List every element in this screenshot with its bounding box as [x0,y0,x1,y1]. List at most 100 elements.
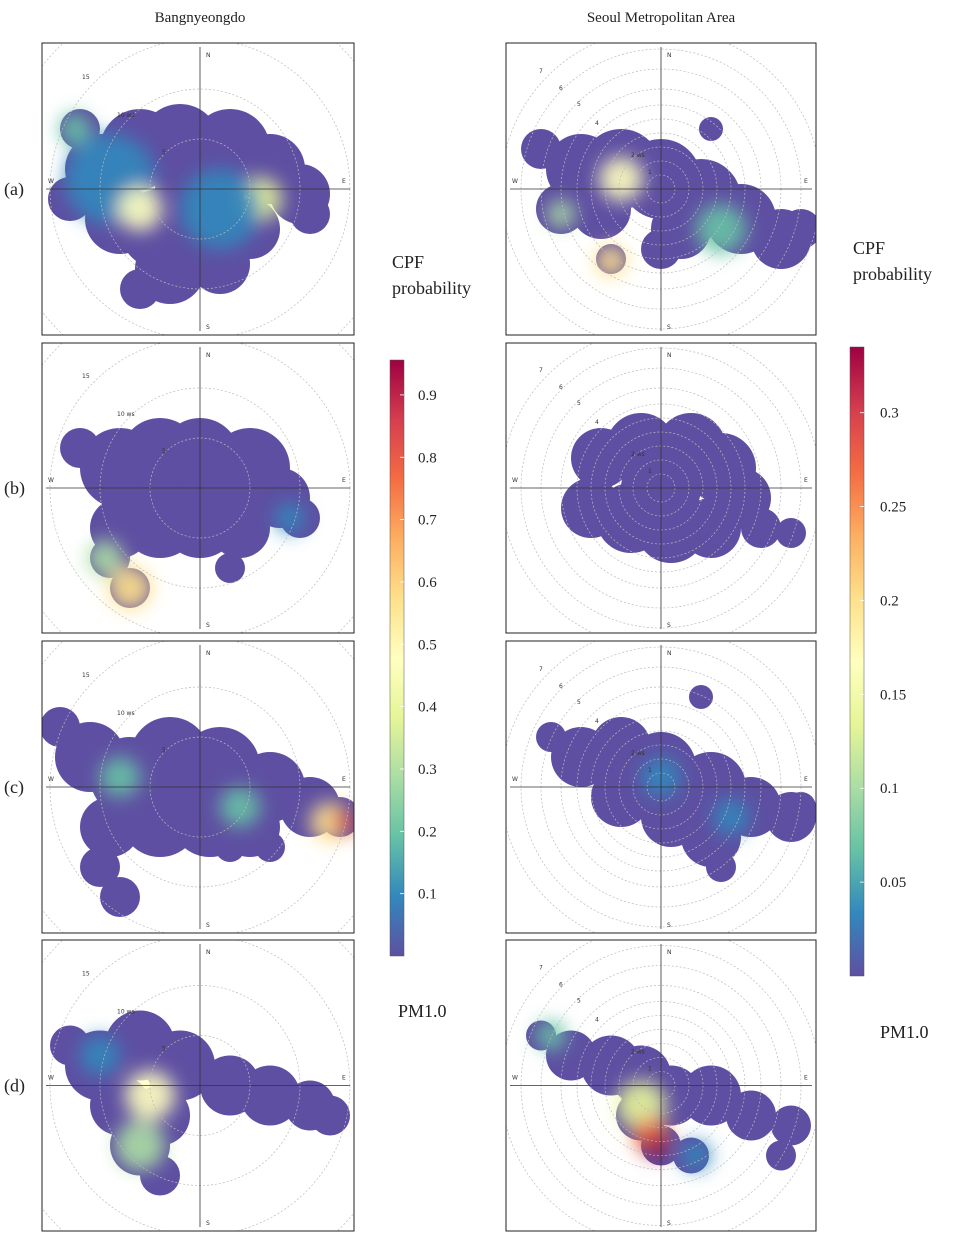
cpf-region [215,832,245,862]
ring-label: 10 ws [117,411,135,418]
colorbar-tick-label: 0.05 [880,875,906,891]
cpf-region [681,1065,741,1126]
ring-label: 15 [82,971,90,978]
cpf-hotspot [115,1120,165,1171]
ring-label: 4 [595,120,599,127]
compass-label: E [804,1075,808,1082]
panel-frame [505,939,817,1232]
colorbar-tick-label: 0.25 [880,500,906,516]
cpf-region [699,117,723,141]
cpf-hotspot [536,1020,566,1051]
ring-label: 6 [559,683,563,690]
ring-label: 15 [82,672,90,679]
cpf-hotspot [595,245,627,277]
ring-label: 4 [595,1017,599,1024]
ring-label: 10 ws [117,112,135,119]
colorbar-tick-label: 0.2 [880,593,899,609]
cpf-hotspot [80,1035,120,1076]
ring-label: 2 ws [631,750,645,757]
ring-label: 7 [539,68,543,75]
compass-label: N [206,52,211,59]
row-label: (d) [4,1076,25,1097]
cpf-region [591,767,651,827]
column-title: Seoul Metropolitan Area [587,10,736,26]
colorbar-tick-label: 0.4 [418,700,437,716]
ring-label: 5 [577,400,581,407]
ring-label: 5 [162,149,166,156]
compass-label: W [512,1075,518,1082]
polar-panel [42,43,354,335]
ring-label: 1 [648,1066,652,1073]
ring-label: 2 ws [631,152,645,159]
ring-label: 6 [559,85,563,92]
cpf-region [766,1140,796,1171]
panel-frame [41,42,355,336]
ring-label: 5 [162,448,166,455]
colorbar [389,359,405,957]
colorbar-title: CPF [392,252,424,272]
colorbar-tick-label: 0.2 [418,824,437,840]
cpf-hotspot [125,1070,175,1121]
cpf-region [215,553,245,583]
polar-panel [42,940,354,1231]
row-label: (b) [4,478,25,499]
cpf-hotspot [599,157,643,201]
colorbar-title: probability [853,264,932,284]
polar-panel [506,641,816,933]
compass-label: W [512,178,518,185]
compass-label: W [48,1075,54,1082]
cpf-region [210,498,270,558]
cpf-region [786,792,816,822]
colorbar-tick-label: 0.3 [418,762,437,778]
cpf-hotspot [333,810,354,834]
ring-label: 7 [539,666,543,673]
colorbar [849,346,865,977]
cpf-hotspot [220,787,260,827]
panel-frame [41,342,355,634]
cpf-hotspot [644,1133,668,1158]
colorbar-tick-label: 0.5 [418,637,437,653]
cpf-hotspots [87,503,305,610]
cpf-hotspot [681,1140,711,1171]
ring-label: 5 [577,998,581,1005]
compass-label: S [667,324,671,331]
compass-label: S [206,622,210,629]
ring-label: 10 ws [117,710,135,717]
colorbar-tick-label: 0.8 [418,450,437,466]
cpf-region [240,1065,300,1126]
ring-label: 7 [539,367,543,374]
compass-label: N [667,949,672,956]
cpf-hotspots [80,1035,175,1171]
compass-label: N [206,650,211,657]
colorbar-variable: PM1.0 [398,1001,447,1021]
compass-label: W [48,776,54,783]
compass-label: E [804,776,808,783]
cpf-region [190,234,250,294]
colorbar-tick-label: 0.7 [418,513,437,529]
polar-panel [42,641,354,933]
cpf-region [726,1090,776,1141]
cpf-hotspot [275,503,305,533]
compass-label: N [667,352,672,359]
compass-label: S [206,1220,210,1227]
cpf-hotspot [713,799,749,835]
cpf-hotspot [118,187,162,231]
compass-label: S [206,922,210,929]
row-label: (a) [4,179,24,200]
ring-label: 6 [559,982,563,989]
compass-label: N [667,650,672,657]
ring-label: 15 [82,373,90,380]
compass-label: E [804,178,808,185]
ring-label: 5 [162,747,166,754]
compass-label: S [667,622,671,629]
cpf-region [776,518,806,548]
cpf-hotspots [547,157,746,277]
cpf-region [689,685,713,709]
compass-label: N [667,52,672,59]
ring-label: 1 [648,468,652,475]
ring-label: 2 ws [631,451,645,458]
ring-label: 10 ws [117,1009,135,1016]
panel-frame [41,640,355,934]
cpf-hotspot [696,204,746,254]
